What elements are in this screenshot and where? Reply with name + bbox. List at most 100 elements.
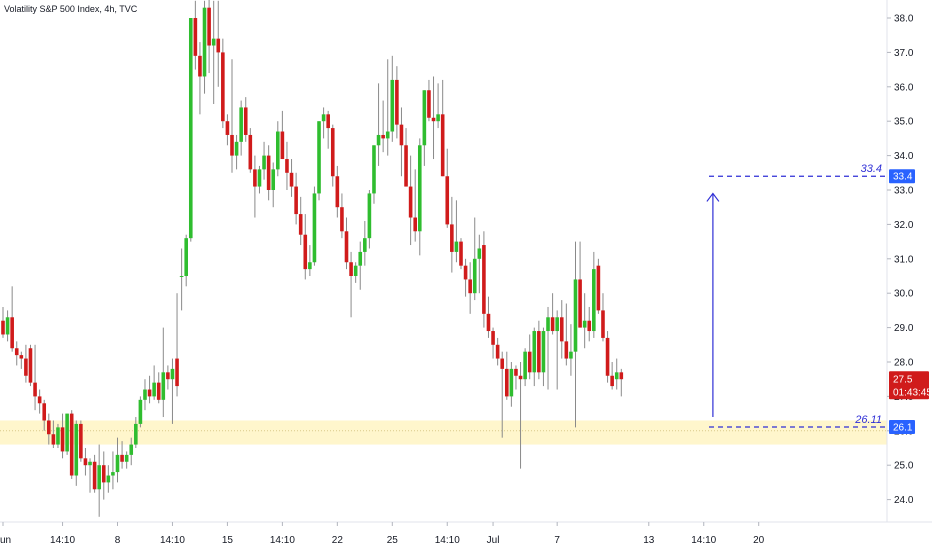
candle-body [211,38,216,46]
candle [312,186,317,266]
candle [587,306,592,342]
candle-body [33,382,37,397]
candle [262,141,266,180]
candle [234,134,239,170]
level-price-tag-label: 33.4 [893,172,913,183]
candle-body [239,107,243,142]
candle-body [179,276,184,277]
candle-body [65,413,69,452]
candle [51,420,56,448]
candle-body [193,18,198,56]
x-tick-label: 13 [643,535,655,546]
candle-body [385,131,390,139]
last-price-label: 27.5 [893,375,913,386]
candle-body [317,121,321,194]
candle [500,351,505,438]
candle [216,0,221,87]
candle-body [28,348,33,383]
candle [156,372,161,404]
candle-body [431,117,436,122]
x-tick-label: 15 [222,535,234,546]
y-tick-label: 37.0 [894,48,914,59]
x-tick-label: 22 [332,535,344,546]
candle [248,128,253,173]
candle-body [486,313,491,332]
candle-body [289,172,294,187]
candle [179,248,184,311]
candle-body [56,427,60,445]
candle [276,121,280,177]
candle [225,114,230,146]
x-tick-label: Jul [487,535,500,546]
candle [42,399,47,431]
candle [170,358,175,424]
candle-body [505,368,509,397]
candle [285,141,289,190]
y-tick-label: 29.0 [894,323,914,334]
candle [537,320,541,380]
candle [427,79,431,122]
x-tick-label: 7 [554,535,560,546]
candle-body [97,465,101,490]
candle [120,441,124,469]
candle [5,310,10,342]
candle-body [537,331,541,373]
candle [376,83,381,166]
candle-body [111,472,115,476]
candle-body [569,351,573,359]
candle [239,100,243,156]
candle-body [243,107,248,135]
candle-body [344,231,349,263]
x-tick-label: 14:10 [50,535,75,546]
candle [372,145,376,204]
x-axis[interactable]: Jun 14:10 8 14:10 15 14:10 22 25 14:10 Jul 7 13 14:1… [0,522,765,546]
candle-body [51,434,56,445]
x-tick-label: 8 [115,535,121,546]
candle-body [372,145,376,194]
candle [436,83,440,129]
y-tick-label: 38.0 [894,14,914,25]
candle-body [188,18,193,239]
candle [303,214,308,280]
candle-body [582,320,587,328]
candle-body [308,262,312,270]
candle [550,293,555,335]
candle [486,296,491,338]
candle-body [523,351,527,380]
candle-body [198,55,202,77]
candle [147,375,152,404]
candle-body [596,265,601,311]
candles-layer [1,0,624,517]
candle [363,220,367,266]
candle [166,365,170,390]
candle-body [358,251,363,266]
candle [188,18,193,242]
candle [289,159,294,197]
candle-body [207,7,211,46]
candle [605,331,610,383]
candle-body [514,368,518,376]
candle-body [285,159,289,173]
candle-body [262,155,266,170]
candle [491,327,495,359]
candle [10,286,14,352]
candle-body [527,351,532,373]
candle-body [257,169,262,187]
candle-body [422,90,427,146]
candle [619,368,624,397]
candle-body [248,134,253,170]
candle-body [24,358,28,376]
candle-body [271,169,276,190]
candle-body [395,79,399,125]
last-price-tag [889,371,929,400]
candle [28,344,33,387]
candle [1,306,5,338]
candle-body [60,427,65,452]
candle-body [216,38,221,53]
candle-body [166,372,170,380]
candle-body [280,131,285,160]
candle [578,241,582,328]
candle-body [463,265,468,280]
candle [330,124,335,187]
